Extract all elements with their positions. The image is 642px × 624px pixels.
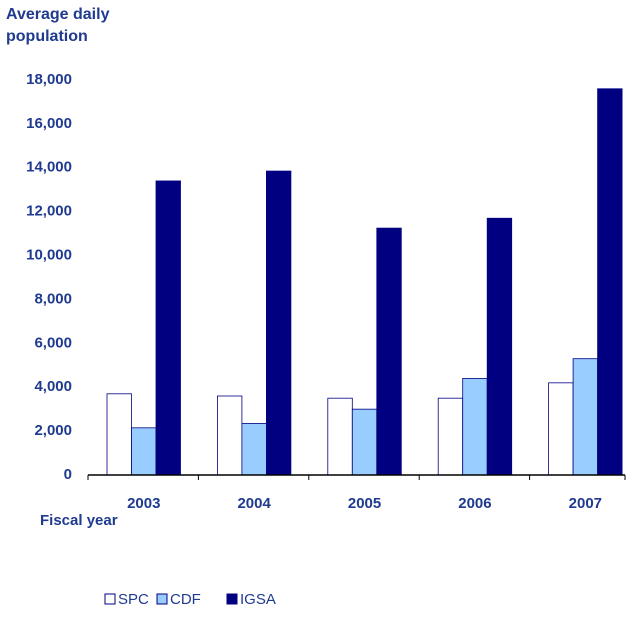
x-axis-label: Fiscal year (40, 512, 118, 529)
legend-swatch (226, 593, 238, 605)
x-tick-label: 2005 (348, 495, 381, 512)
bar (106, 393, 132, 476)
bar (155, 180, 181, 476)
bar (486, 217, 513, 476)
bar (462, 378, 488, 476)
bar (351, 408, 378, 476)
bar (327, 397, 353, 476)
chart-title: Average daily population (6, 6, 110, 45)
legend-label: CDF (170, 591, 201, 608)
bar (241, 423, 267, 476)
bar (376, 227, 402, 476)
x-tick-label: 2004 (237, 495, 271, 512)
y-tick-label: 2,000 (34, 422, 72, 439)
x-tick-label: 2003 (127, 495, 160, 512)
y-tick-label: 8,000 (34, 290, 72, 307)
y-tick-label: 14,000 (26, 159, 72, 176)
y-tick-label: 6,000 (34, 334, 72, 351)
legend-swatch (156, 593, 168, 605)
legend-swatch (104, 593, 116, 605)
bar (131, 427, 157, 476)
bar (216, 395, 243, 476)
y-tick-label: 0 (64, 466, 72, 483)
x-tick-label: 2007 (569, 495, 602, 512)
bar (437, 397, 464, 476)
bar (265, 170, 292, 476)
bar (597, 88, 623, 476)
bar (548, 382, 574, 476)
y-tick-label: 18,000 (26, 71, 72, 88)
y-tick-label: 10,000 (26, 247, 72, 264)
x-tick-label: 2006 (458, 495, 491, 512)
legend-label: SPC (118, 591, 149, 608)
y-tick-label: 12,000 (26, 203, 72, 220)
y-tick-label: 16,000 (26, 115, 72, 132)
bar (572, 358, 598, 476)
legend-label: IGSA (240, 591, 276, 608)
y-tick-label: 4,000 (34, 378, 72, 395)
